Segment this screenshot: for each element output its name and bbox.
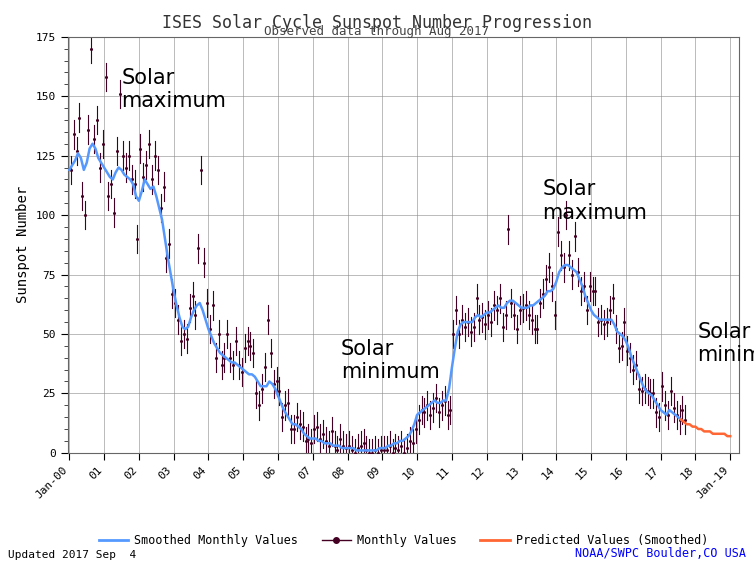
Legend: Smoothed Monthly Values, Monthly Values, Predicted Values (Smoothed): Smoothed Monthly Values, Monthly Values,… — [94, 529, 713, 552]
Text: Updated 2017 Sep  4: Updated 2017 Sep 4 — [8, 550, 136, 560]
Text: NOAA/SWPC Boulder,CO USA: NOAA/SWPC Boulder,CO USA — [575, 547, 746, 560]
Text: Observed data through Aug 2017: Observed data through Aug 2017 — [265, 25, 489, 38]
Text: Solar
maximum: Solar maximum — [542, 179, 647, 222]
Text: Solar
minimum: Solar minimum — [697, 322, 754, 365]
Y-axis label: Sunspot Number: Sunspot Number — [17, 186, 30, 303]
Text: Solar
maximum: Solar maximum — [121, 68, 226, 111]
Text: ISES Solar Cycle Sunspot Number Progression: ISES Solar Cycle Sunspot Number Progress… — [162, 14, 592, 32]
Text: Solar
minimum: Solar minimum — [341, 338, 440, 382]
